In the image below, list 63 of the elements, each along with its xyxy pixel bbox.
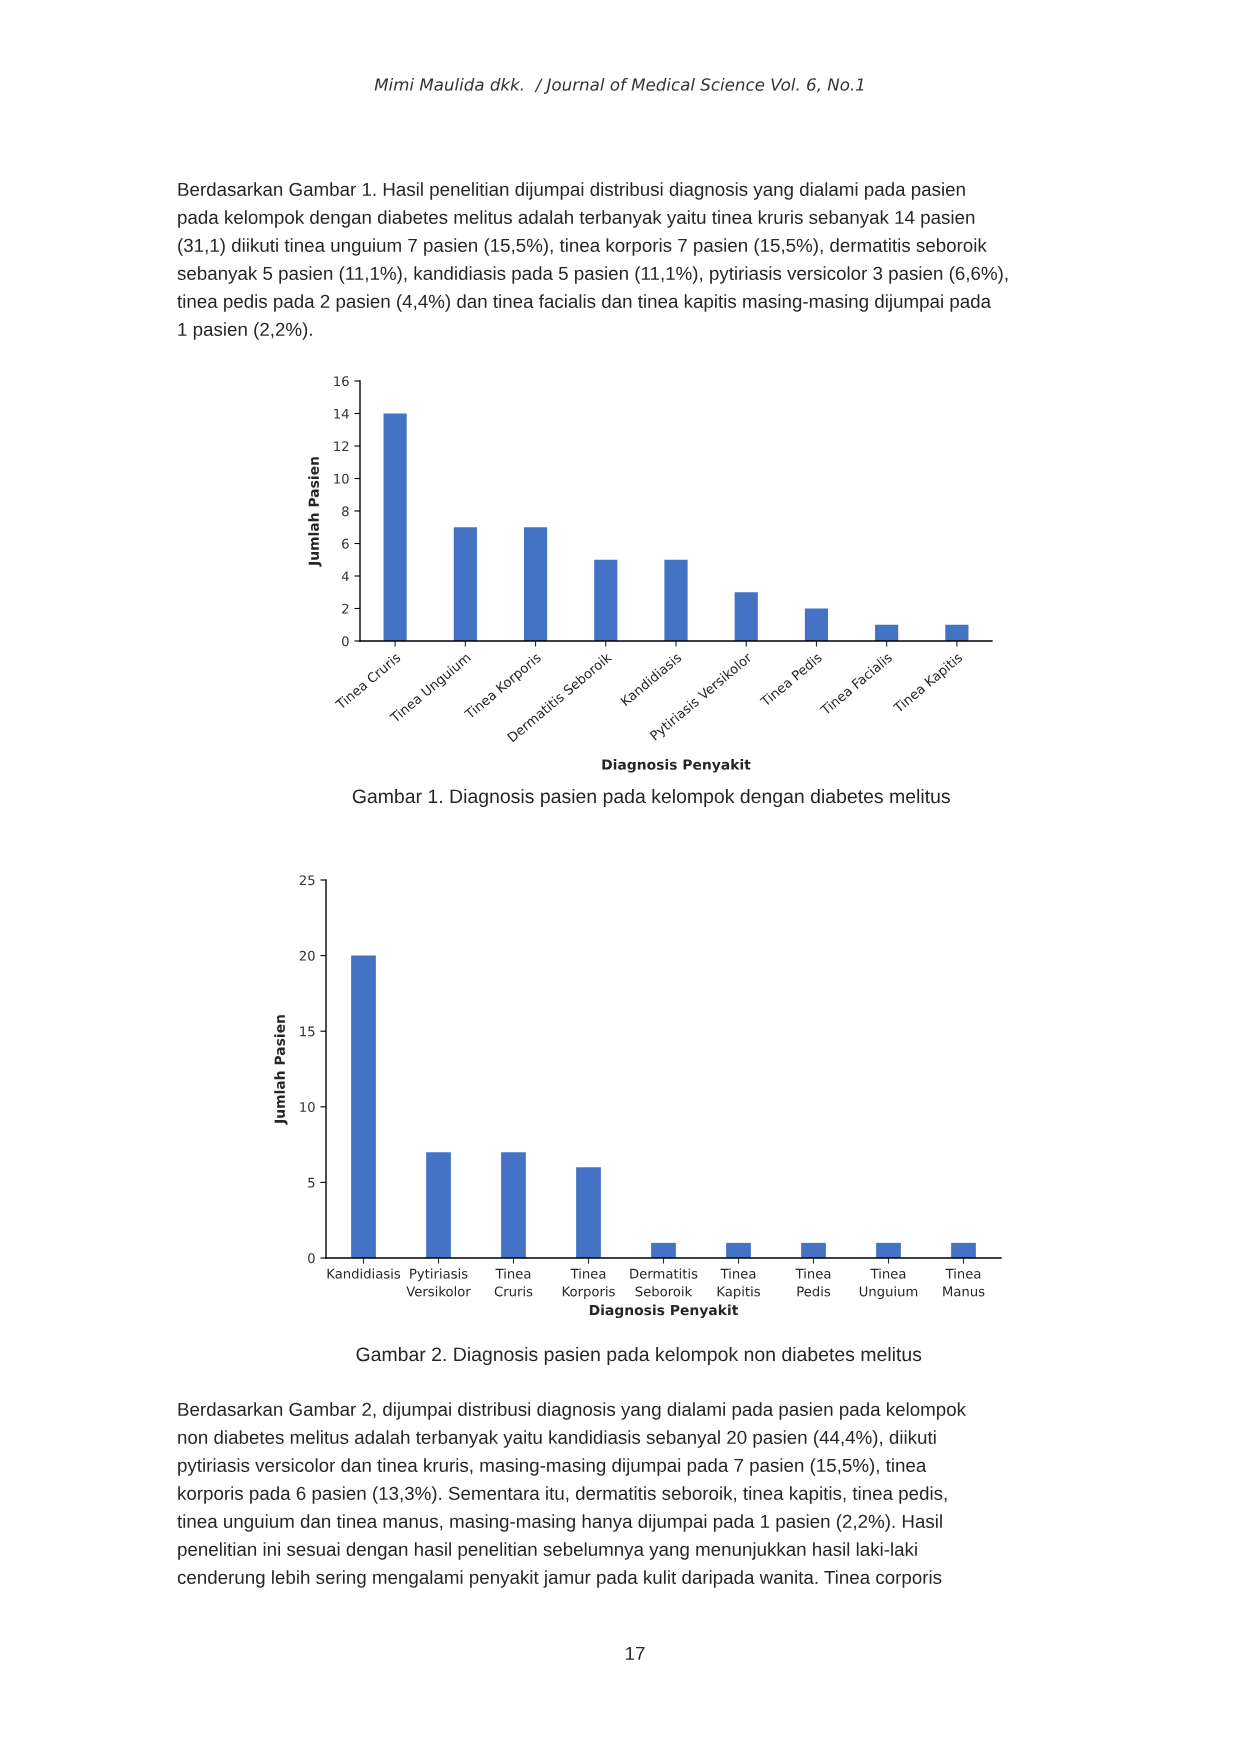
y-tick-label: 2 <box>342 603 349 614</box>
y-tick-label: 0 <box>308 1253 315 1264</box>
y-tick-label: 15 <box>300 1026 315 1037</box>
bar <box>383 413 407 641</box>
bar <box>351 955 376 1258</box>
text: (31,1) diikuti tinea unguium 7 pasien (15,5%), tinea korporis 7 pasien (15,5%), dermatitis seboroik <box>178 238 987 256</box>
bar <box>801 1242 826 1258</box>
text: Gambar 2. Diagnosis pasien pada kelompok non diabetes melitus <box>356 1346 922 1366</box>
x-tick-label: Kandidiasis <box>327 1268 401 1279</box>
text: penelitian ini sesuai dengan hasil penelitian sebelumnya yang menunjukkan hasil laki-laki <box>178 1542 917 1560</box>
bar <box>453 527 477 641</box>
text: pytiriasis versicolor dan tinea kruris, masing-masing dijumpai pada 7 pasien (15,5%), tinea <box>178 1458 927 1476</box>
x-tick-label: Tinea Cruris <box>494 1268 533 1297</box>
x-tick-label: Tinea Korporis <box>562 1268 615 1299</box>
text: Berdasarkan Gambar 2, dijumpai distribusi diagnosis yang dialami pada pasien pada kelompok <box>178 1402 967 1420</box>
text: 1 pasien (2,2%). <box>178 322 312 340</box>
x-tick-label: Tinea Unguium <box>859 1268 918 1299</box>
bar <box>804 608 829 641</box>
text: Mimi Maulida dkk. / Journal of Medical Science Vol. 6, No.1 <box>374 77 864 94</box>
y-tick-label: 25 <box>299 875 315 886</box>
x-tick-label: Tinea Kapitis <box>717 1268 760 1299</box>
y-tick-label: 10 <box>300 1102 315 1112</box>
y-tick-label: 14 <box>334 408 349 419</box>
y-tick-label: 16 <box>334 376 349 387</box>
bar <box>875 624 899 641</box>
y-tick-label: 12 <box>334 441 349 452</box>
bar <box>876 1242 901 1258</box>
y-tick-label: 8 <box>342 506 349 517</box>
text: pada kelompok dengan diabetes melitus adalah terbanyak yaitu tinea kruris sebanyak 14 pasien <box>178 210 975 228</box>
x-axis-title: Diagnosis Penyakit <box>589 1304 739 1319</box>
text: tinea unguium dan tinea manus, masing-masing hanya dijumpai pada 1 pasien (2,2%). Hasil <box>177 1514 942 1532</box>
x-axis-title: Diagnosis Penyakit <box>602 759 751 773</box>
y-tick-label: 0 <box>342 636 349 647</box>
y-tick-label: 6 <box>342 538 349 549</box>
y-axis-title: Jumlah Pasien <box>308 457 322 567</box>
bar <box>951 1242 976 1258</box>
text: cenderung lebih sering mengalami penyakit jamur pada kulit daripada wanita. Tinea corporis <box>177 1570 942 1588</box>
x-tick-label: Tinea Pedis <box>795 1268 831 1297</box>
text: korporis pada 6 pasien (13,3%). Sementara itu, dermatitis seboroik, tinea kapitis, tinea pedis, <box>178 1486 947 1504</box>
bar <box>664 559 688 641</box>
text: 17 <box>626 1646 645 1660</box>
bar <box>523 527 548 641</box>
y-tick-label: 4 <box>341 571 349 582</box>
x-tick-label: Pytiriasis Versikolor <box>406 1268 471 1297</box>
bar <box>594 559 618 641</box>
bar <box>734 592 758 641</box>
y-axis-title: Jumlah Pasien <box>274 1015 288 1125</box>
text: sebanyak 5 pasien (11,1%), kandidiasis pada 5 pasien (11,1%), pytiriasis versicolor 3 pasien (6,6%), <box>177 266 1008 284</box>
x-tick-label: Tinea Manus <box>943 1268 985 1297</box>
bar <box>501 1152 526 1258</box>
bar <box>576 1167 601 1258</box>
text: Gambar 1. Diagnosis pasien pada kelompok dengan diabetes melitus <box>352 788 950 808</box>
x-tick-label: Dermatitis Seboroik <box>630 1268 698 1297</box>
y-tick-label: 5 <box>308 1177 315 1188</box>
bar <box>726 1242 751 1258</box>
y-tick-label: 10 <box>334 473 349 484</box>
y-tick-label: 20 <box>299 950 315 961</box>
bar <box>651 1242 676 1258</box>
bar <box>945 624 969 641</box>
text: non diabetes melitus adalah terbanyak yaitu kandidiasis sebanyal 20 pasien (44,4%), diikuti <box>178 1430 936 1448</box>
text: Berdasarkan Gambar 1. Hasil penelitian dijumpai distribusi diagnosis yang dialami pada pasien <box>178 182 965 200</box>
bar <box>426 1152 451 1258</box>
text: tinea pedis pada 2 pasien (4,4%) dan tinea facialis dan tinea kapitis masing-masing dijumpai pada <box>177 294 992 312</box>
